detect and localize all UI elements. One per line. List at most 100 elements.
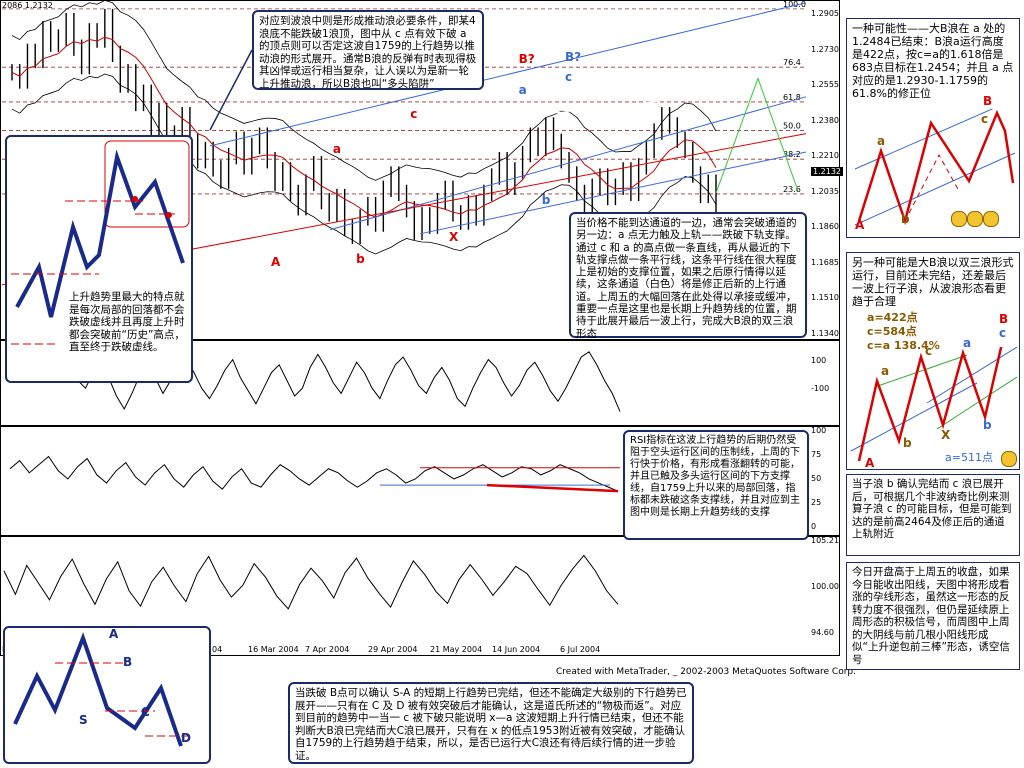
smiley-icon [951,211,967,227]
side-panel-3: 当子浪 b 确认完结而 c 浪已展开后，可根据几个非波纳奇比例来测算子浪 c 的… [846,474,1020,556]
reversal-path [13,632,183,747]
smiley-icon [967,211,983,227]
side-panel-1: 一种可能性——大B浪在 a 处的1.2484已结束：B浪a运行高度是422点，按… [846,18,1020,238]
break-point-1 [132,196,138,202]
momentum-tick: 105.21 [811,536,839,545]
cci-scale: 100 -100 [808,340,840,426]
rsi-tick: 100 [811,426,827,435]
momentum-scale: 105.21 100.00 94.60 [808,536,840,656]
wave-label: c [565,70,573,85]
channel-upper [209,2,807,147]
price-tick: 1.1340 [811,329,839,338]
s2-label-B: B [999,312,1009,326]
side-panel-2: 另一种可能是大B浪以双三浪形式运行，目前还未完结，还差最后一波上行子浪，从波浪形… [846,252,1020,470]
wave-label: c [410,107,418,122]
s1-label-b: b [901,212,910,226]
scenario-1-diagram [854,109,1016,226]
white-channel [479,84,807,122]
reversal-diagram [13,632,191,747]
highlight-box [104,140,190,228]
inset-label-A: A [109,627,119,641]
s1-label-A: A [855,218,865,232]
fib-label: 76.4 [783,58,801,67]
inset-label-B: B [123,655,133,669]
cci-line [69,351,621,412]
s2-label-A: A [865,456,875,470]
fib-label: 61.8 [783,93,801,102]
time-tick: 7 Apr 2004 [305,645,350,654]
projected-path [715,76,799,194]
scenario-2-diagram [850,347,1018,462]
price-tick: 1.1685 [811,257,839,267]
s2-label-b1: b [903,436,912,450]
price-tick: 1.1510 [811,293,839,303]
rsi-tick: 50 [811,474,822,483]
s2-green-line-1 [936,376,1018,430]
uptrend-path [15,149,185,318]
s2-label-a1: a [881,364,890,378]
note-left-inset: 上升趋势里最大的特点就是每次局部的回落都不会跌破虚线并且再度上升时都会突破前“历… [5,135,193,383]
note-top: 对应到波浪中则是形成推动浪必要条件，即某4浪底不能跌破1浪顶，图中从 c 点有效… [252,10,484,90]
s2-green-line-2 [874,354,968,388]
price-tick: 1.2730 [811,44,839,54]
inset-label-S: S [79,713,88,727]
s1-wave-path [857,109,1015,226]
wave-label: B? [518,52,535,66]
s2-label-b2: b [983,418,992,432]
rsi-tick: 25 [811,498,822,507]
note-bottom: 当跌破 B点可以确认 S-A 的短期上行趋势已完结，但还不能确定大级别的下行趋势… [288,682,694,764]
rsi-local-support [486,483,619,493]
note-mid: 当价格不能到达通道的一边，通常会突破通道的另一边：a 点无力触及上轨——跌破下轨… [569,212,807,340]
s2-wave-path [857,347,1003,462]
note-pointer [209,49,253,131]
time-tick: 6 Jul 2004 [560,645,601,654]
time-tick: 04 [212,645,223,654]
s2-channel-upper [926,347,1018,404]
momentum-line [3,554,619,610]
inset-label-C: C [141,705,150,719]
momentum-tick: 100.00 [811,582,839,591]
cci-tick: -100 [811,384,830,393]
s2-label-a2: a [963,336,972,350]
bollinger-upper [11,0,717,181]
price-tick: 1.2905 [811,9,839,18]
fib-label: 23.6 [783,185,801,194]
side-2-stat-a: a=422点 [867,311,918,324]
credit-text: Created with MetaTrader, _ 2002-2003 Met… [556,667,856,677]
s1-label-B: B [983,94,993,108]
channel-lower [419,151,807,235]
moving-average [11,36,717,218]
s1-label-a: a [877,134,886,148]
wave-label: b [356,252,365,267]
s2-label-c1: c [925,344,933,358]
s2-channel-lower [850,382,978,452]
price-scale: 1.2905 1.2730 1.2555 1.2380 1.2210 1.2035 1.18… [808,0,843,340]
rsi-scale: 100 75 50 25 0 [808,426,840,536]
side-2-text: 另一种可能是大B浪以双三浪形式运行，目前还未完结，还差最后一波上行子浪，从波浪形… [852,256,1014,308]
wave-label: a [332,141,342,156]
rsi-tick: 75 [811,450,822,459]
side-1-text: 一种可能性——大B浪在 a 处的1.2484已结束：B浪a运行高度是422点，按… [852,22,1014,100]
note-rsi: RSI指标在这波上行趋势的后期仍然受阻于空头运行区间的压制线，上周的下行快于价格… [623,430,809,540]
current-price-tag: 1.2132 [811,167,843,177]
note-bottom-inset: A B S C D [3,626,211,764]
wave-label: a [518,82,527,97]
wave-label: A [271,255,281,270]
rsi-tick: 0 [811,522,817,531]
channel-mid [329,96,807,231]
time-tick: 16 Mar 2004 [248,645,299,654]
wave-label: B? [565,49,582,64]
s1-channel-upper [854,109,994,170]
time-tick: 14 Jun 2004 [492,645,541,654]
uptrend-diagram [11,140,190,345]
break-point-2 [166,212,172,218]
side-2-stat-ratio: c=a 138.4% [867,339,940,352]
price-tick: 1.2380 [811,115,839,125]
time-tick: 21 May 2004 [430,645,483,654]
side-2-stat-c: c=584点 [867,325,917,338]
side-panel-4: 今日开盘高于上周五的收盘，如果今日能收出阳线，天图中将形成看涨的孕线形态，虽然这… [846,562,1020,670]
fib-label: 100.0 [783,0,806,9]
momentum-tick: 94.60 [811,628,834,637]
